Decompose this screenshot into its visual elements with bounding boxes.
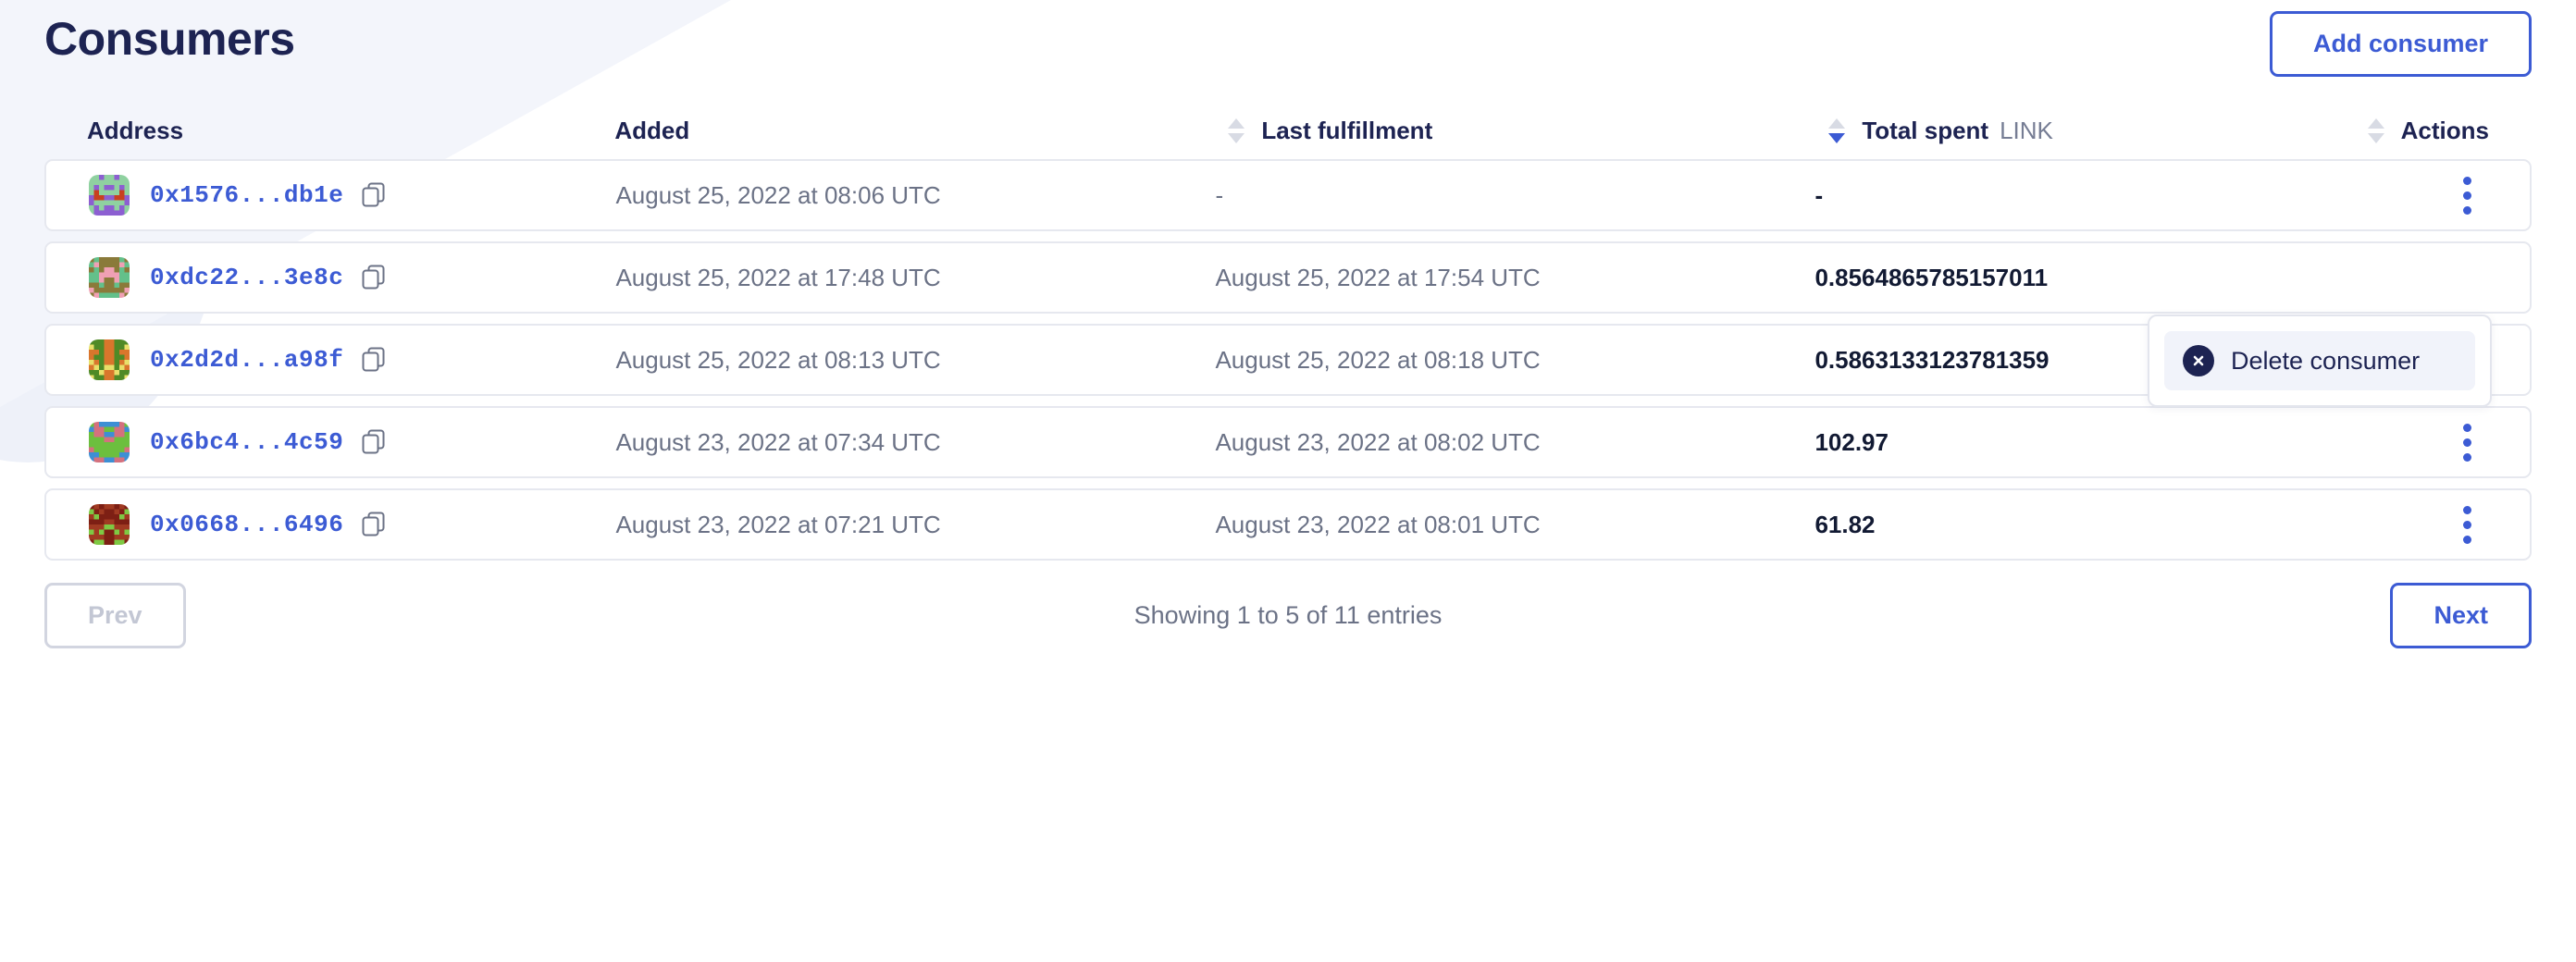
- identicon-avatar: [89, 175, 130, 216]
- sort-arrow-down-icon: [1228, 132, 1245, 143]
- address-link[interactable]: 0x0668...6496: [150, 511, 344, 538]
- pagination-showing-text: Showing 1 to 5 of 11 entries: [1133, 601, 1443, 629]
- menu-item-delete-consumer[interactable]: Delete consumer: [2164, 331, 2475, 390]
- table-row: 0x1576...db1e August 25, 2022 at 08:06 UT…: [44, 159, 2532, 231]
- menu-item-delete-consumer-label: Delete consumer: [2231, 346, 2421, 375]
- column-header-actions: Actions: [2325, 117, 2489, 145]
- address-link[interactable]: 0x2d2d...a98f: [150, 346, 344, 374]
- identicon-avatar: [89, 422, 130, 462]
- next-page-button[interactable]: Next: [2390, 583, 2532, 648]
- column-header-actions-label: Actions: [2400, 116, 2489, 144]
- table-row: 0x6bc4...4c59 August 23, 2022 at 07:34 UT…: [44, 406, 2532, 478]
- copy-icon[interactable]: [362, 347, 386, 373]
- column-header-total-spent-unit: LINK: [2000, 116, 2053, 144]
- cell-added: August 25, 2022 at 08:13 UTC: [615, 345, 941, 374]
- sort-arrow-down-icon: [1828, 132, 1846, 143]
- table-row: 0x0668...6496 August 23, 2022 at 07:21 UT…: [44, 488, 2532, 561]
- column-header-last-fulfillment-label: Last fulfillment: [1261, 116, 1433, 144]
- table-row: 0xdc22...3e8c August 25, 2022 at 17:48 UT…: [44, 241, 2532, 314]
- sort-toggle-last-fulfillment[interactable]: [1828, 117, 1846, 143]
- cell-actions: [2323, 500, 2487, 549]
- table-header-row: Address Added Last fulfillment Total spe…: [44, 102, 2532, 159]
- sort-toggle-total-spent[interactable]: [2367, 117, 2384, 143]
- cell-added: August 25, 2022 at 08:06 UTC: [615, 180, 941, 209]
- cell-address: 0x2d2d...a98f: [89, 339, 615, 380]
- column-header-total-spent-label: Total spent: [1862, 116, 1989, 144]
- row-actions-menu-button[interactable]: [2446, 500, 2487, 549]
- cell-total-spent: 0.8564865785157011: [1814, 263, 2049, 291]
- row-action-menu: Delete consumer: [2148, 314, 2492, 407]
- cell-total-spent: -: [1814, 180, 1824, 209]
- sort-arrow-up-icon: [1228, 117, 1245, 129]
- cell-total-spent: 102.97: [1814, 427, 1889, 456]
- copy-icon[interactable]: [362, 512, 386, 537]
- address-link[interactable]: 0x6bc4...4c59: [150, 428, 344, 456]
- sort-arrow-up-icon: [2367, 117, 2384, 129]
- cell-last-fulfillment: August 23, 2022 at 08:01 UTC: [1215, 510, 1541, 538]
- add-consumer-button[interactable]: Add consumer: [2269, 11, 2532, 77]
- cell-total-spent: 61.82: [1814, 510, 1876, 538]
- column-header-address[interactable]: Address: [87, 117, 614, 145]
- cell-address: 0xdc22...3e8c: [89, 257, 615, 298]
- row-actions-menu-button[interactable]: [2446, 418, 2487, 466]
- sort-arrow-up-icon: [1828, 117, 1846, 129]
- cell-added: August 25, 2022 at 17:48 UTC: [615, 263, 941, 291]
- cell-actions: [2323, 418, 2487, 466]
- column-header-added[interactable]: Added: [614, 117, 1215, 145]
- cell-total-spent: 0.5863133123781359: [1814, 345, 2050, 374]
- column-header-added-label: Added: [614, 116, 690, 144]
- sort-arrow-down-icon: [2367, 132, 2384, 143]
- cell-address: 0x0668...6496: [89, 504, 615, 545]
- address-link[interactable]: 0xdc22...3e8c: [150, 264, 344, 291]
- cell-address: 0x6bc4...4c59: [89, 422, 615, 462]
- cell-last-fulfillment: August 25, 2022 at 17:54 UTC: [1215, 263, 1541, 291]
- cell-address: 0x1576...db1e: [89, 175, 615, 216]
- cell-added: August 23, 2022 at 07:34 UTC: [615, 427, 941, 456]
- copy-icon[interactable]: [362, 182, 386, 208]
- copy-icon[interactable]: [362, 429, 386, 455]
- page-title: Consumers: [44, 13, 295, 65]
- cell-last-fulfillment: -: [1215, 180, 1224, 209]
- identicon-avatar: [89, 257, 130, 298]
- circle-x-icon: [2183, 345, 2214, 376]
- cell-last-fulfillment: August 25, 2022 at 08:18 UTC: [1215, 345, 1541, 374]
- cell-added: August 23, 2022 at 07:21 UTC: [615, 510, 941, 538]
- identicon-avatar: [89, 339, 130, 380]
- cell-actions: [2323, 171, 2487, 219]
- column-header-address-label: Address: [87, 116, 184, 144]
- cell-actions: [2323, 253, 2487, 302]
- prev-page-button[interactable]: Prev: [44, 583, 186, 648]
- column-header-last-fulfillment[interactable]: Last fulfillment: [1215, 117, 1815, 145]
- column-header-total-spent[interactable]: Total spent LINK: [1815, 117, 2325, 145]
- identicon-avatar: [89, 504, 130, 545]
- copy-icon[interactable]: [362, 265, 386, 290]
- row-actions-menu-button[interactable]: [2446, 171, 2487, 219]
- address-link[interactable]: 0x1576...db1e: [150, 181, 344, 209]
- cell-last-fulfillment: August 23, 2022 at 08:02 UTC: [1215, 427, 1541, 456]
- pagination: Prev Showing 1 to 5 of 11 entries Next: [0, 561, 2576, 648]
- page-header: Consumers Add consumer: [0, 0, 2576, 102]
- sort-toggle-added[interactable]: [1228, 117, 1245, 143]
